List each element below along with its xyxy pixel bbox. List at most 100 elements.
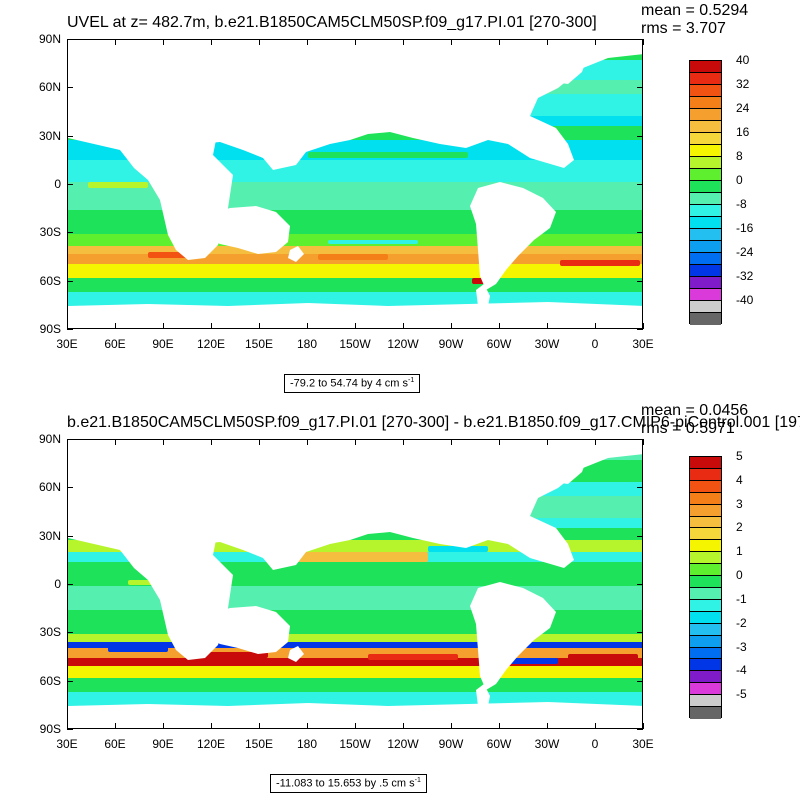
lon-tick-mark <box>307 439 308 445</box>
lon-tick-mark <box>115 439 116 445</box>
lon-tick-label: 60W <box>486 337 512 351</box>
lat-tick-label: 90N <box>38 432 61 446</box>
circumpolar-jet-upper <box>68 246 642 254</box>
lat-tick-mark <box>637 232 643 234</box>
lon-tick-mark <box>211 323 212 329</box>
antarctica-landmass <box>68 702 642 728</box>
colorbar <box>689 456 722 719</box>
contour-range-label: -11.083 to 15.653 by .5 cm s-1 <box>270 774 427 793</box>
lat-tick-mark <box>67 487 73 489</box>
lon-tick-mark <box>163 723 164 729</box>
map-frame <box>67 39 643 329</box>
colorbar-label: 8 <box>736 149 743 163</box>
colorbar-segment <box>690 133 721 145</box>
colorbar-label: 0 <box>736 173 743 187</box>
antarctic-peninsula-landmass <box>476 284 490 306</box>
lon-tick-mark <box>307 323 308 329</box>
lon-tick-mark <box>259 439 260 445</box>
eastern-pacific-anomaly <box>428 546 488 552</box>
greenland-landmass <box>538 50 588 84</box>
lon-tick-mark <box>451 323 452 329</box>
colorbar-segment <box>690 659 721 672</box>
colorbar-segment <box>690 516 721 529</box>
lon-tick-mark <box>547 39 548 45</box>
colorbar-segment <box>690 695 721 708</box>
atlantic-sector-positive-anomaly <box>568 654 638 660</box>
lat-tick-mark <box>637 329 643 330</box>
lon-tick-mark <box>67 723 68 729</box>
lon-tick-mark <box>115 723 116 729</box>
colorbar-label: 5 <box>736 449 743 463</box>
lon-tick-mark <box>163 439 164 445</box>
lat-tick-label: 60S <box>39 273 61 288</box>
lon-tick-mark <box>595 39 596 45</box>
colorbar-segment <box>690 683 721 696</box>
lon-tick-label: 30E <box>56 737 78 751</box>
colorbar-label: 16 <box>736 125 750 139</box>
north-america-landmass <box>68 440 530 516</box>
colorbar-segment <box>690 121 721 133</box>
colorbar-label: -1 <box>736 591 747 606</box>
colorbar-segment <box>690 253 721 265</box>
colorbar-segment <box>690 241 721 253</box>
colorbar-segment <box>690 587 721 600</box>
colorbar-label: 3 <box>736 496 743 511</box>
colorbar-segment <box>690 109 721 121</box>
lon-tick-label: 90W <box>438 737 464 751</box>
lon-tick-mark <box>595 323 596 329</box>
colorbar-label: 40 <box>736 53 750 67</box>
lat-tick-mark <box>637 87 643 89</box>
lon-tick-mark <box>67 323 68 329</box>
colorbar-segment <box>690 97 721 109</box>
colorbar-segment <box>690 205 721 217</box>
lon-tick-mark <box>547 323 548 329</box>
lon-tick-label: 30E <box>632 737 654 751</box>
lon-tick-mark <box>451 723 452 729</box>
lon-tick-label: 120E <box>196 337 226 351</box>
map-title: UVEL at z= 482.7m, b.e21.B1850CAM5CLM50S… <box>67 14 597 31</box>
eurasia-landmass <box>68 440 642 570</box>
lon-tick-label: 60W <box>486 737 512 751</box>
lat-tick-label: 0 <box>54 177 61 191</box>
map-frame <box>67 439 643 729</box>
lat-tick-label: 30S <box>39 225 61 240</box>
lat-tick-label: 30N <box>38 128 61 143</box>
colorbar-label: -3 <box>736 639 747 654</box>
colorbar-segment <box>690 61 721 73</box>
lon-tick-mark <box>403 439 404 445</box>
lon-tick-mark <box>499 39 500 45</box>
antarctica-landmass <box>68 302 642 328</box>
lat-tick-mark <box>67 680 73 682</box>
lat-tick-mark <box>67 584 73 585</box>
pacific-subantarctic-feature <box>328 240 418 244</box>
antarctic-coastal-band <box>68 692 642 706</box>
circumpolar-jet-lower <box>68 666 642 678</box>
circumpolar-south-band <box>68 678 642 692</box>
lon-tick-label: 150E <box>244 337 274 351</box>
south-america-landmass <box>470 582 556 690</box>
lon-tick-label: 0 <box>591 337 599 351</box>
lon-tick-label: 60E <box>104 737 126 751</box>
agulhas-feature <box>88 182 148 188</box>
panel-uvel-difference-map: b.e21.B1850CAM5CLM50SP.f09_g17.PI.01 [27… <box>0 400 800 800</box>
south-mid-latitude-band <box>68 210 642 234</box>
lon-tick-mark <box>67 39 68 45</box>
colorbar-label: 32 <box>736 77 750 91</box>
rms-value: rms = 3.707 <box>641 20 726 37</box>
colorbar-segment <box>690 671 721 684</box>
colorbar-segment <box>690 576 721 588</box>
eurasia-landmass <box>68 40 642 170</box>
lon-tick-mark <box>451 39 452 45</box>
lat-tick-label: 0 <box>54 577 61 591</box>
colorbar-segment <box>690 528 721 541</box>
lat-tick-label: 60N <box>38 480 61 495</box>
lon-tick-label: 90W <box>438 337 464 351</box>
colorbar-label: -8 <box>736 197 747 211</box>
colorbar-segment <box>690 157 721 169</box>
lon-tick-mark <box>643 723 644 729</box>
colorbar-segment <box>690 647 721 660</box>
colorbar-segment <box>690 217 721 229</box>
lat-tick-mark <box>67 87 73 89</box>
colorbar-segment <box>690 540 721 553</box>
contour-range-label: -79.2 to 54.74 by 4 cm s-1 <box>284 374 421 393</box>
